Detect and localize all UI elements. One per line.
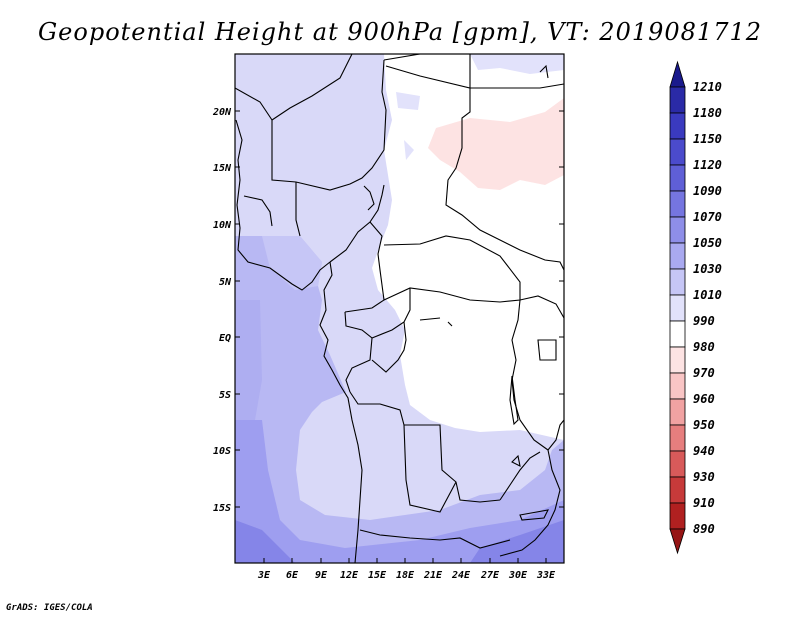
colorbar-swatch: [669, 424, 686, 452]
colorbar-swatch: [669, 476, 686, 504]
lon-label-3e: 3E: [257, 570, 271, 581]
lon-label-6e: 6E: [286, 570, 299, 581]
lon-label-33e: 33E: [536, 570, 556, 581]
colorbar-label: 980: [693, 340, 715, 354]
lon-label-15e: 15E: [368, 570, 387, 581]
colorbar-swatch: [669, 164, 686, 192]
colorbar-swatch: [669, 450, 686, 478]
lon-label-24e: 24E: [451, 570, 471, 581]
colorbar-swatch: [669, 268, 686, 296]
colorbar: 1210 1180 1150 1120 1090 1070 1050 1030 1010 990 9…: [669, 60, 722, 555]
colorbar-swatch: [669, 320, 686, 348]
colorbar-label: 970: [693, 366, 715, 380]
colorbar-swatch: [669, 346, 686, 374]
country-borders: [235, 54, 564, 563]
colorbar-label: 1210: [693, 80, 722, 94]
colorbar-label: 1180: [693, 106, 722, 120]
colorbar-swatch: [669, 138, 686, 166]
colorbar-arrow-top: [669, 60, 686, 88]
colorbar-label: 960: [693, 392, 715, 406]
lon-label-27e: 27E: [480, 570, 500, 581]
footer-credit: GrADS: IGES/COLA: [6, 603, 93, 613]
lat-label-15n: 15N: [213, 163, 232, 174]
colorbar-swatch: [669, 398, 686, 426]
lon-label-18e: 18E: [396, 570, 415, 581]
lon-label-9e: 9E: [315, 570, 328, 581]
colorbar-label: 950: [693, 418, 715, 432]
colorbar-label: 1070: [693, 210, 722, 224]
colorbar-swatch: [669, 294, 686, 322]
colorbar-label: 940: [693, 444, 715, 458]
colorbar-label: 890: [693, 522, 715, 536]
colorbar-swatch: [669, 242, 686, 270]
lat-label-15s: 15S: [213, 503, 231, 514]
lat-label-5s: 5S: [219, 390, 231, 401]
colorbar-swatch: [669, 190, 686, 218]
shaded-field: [235, 54, 564, 563]
colorbar-label: 1030: [693, 262, 722, 276]
colorbar-label: 930: [693, 470, 715, 484]
colorbar-label: 1010: [693, 288, 722, 302]
colorbar-swatch: [669, 112, 686, 140]
lat-label-20n: 20N: [212, 107, 232, 118]
map-frame: [234, 53, 565, 564]
lat-label-10s: 10S: [213, 446, 231, 457]
colorbar-swatch: [669, 86, 686, 114]
colorbar-label: 1120: [693, 158, 722, 172]
lat-label-10n: 10N: [213, 220, 232, 231]
map-title: Geopotential Height at 900hPa [gpm], VT:…: [38, 18, 762, 46]
lon-label-21e: 21E: [423, 570, 443, 581]
lon-label-12e: 12E: [340, 570, 359, 581]
colorbar-label: 1150: [693, 132, 722, 146]
lat-label-5n: 5N: [219, 277, 232, 288]
colorbar-label: 990: [693, 314, 715, 328]
colorbar-label: 1050: [693, 236, 722, 250]
colorbar-swatch: [669, 372, 686, 400]
colorbar-swatch: [669, 216, 686, 244]
lon-label-30e: 30E: [508, 570, 528, 581]
lat-label-eq: EQ: [219, 333, 231, 344]
colorbar-label: 910: [693, 496, 715, 510]
colorbar-swatch: [669, 502, 686, 530]
colorbar-arrow-bottom: [669, 528, 686, 555]
colorbar-label: 1090: [693, 184, 722, 198]
